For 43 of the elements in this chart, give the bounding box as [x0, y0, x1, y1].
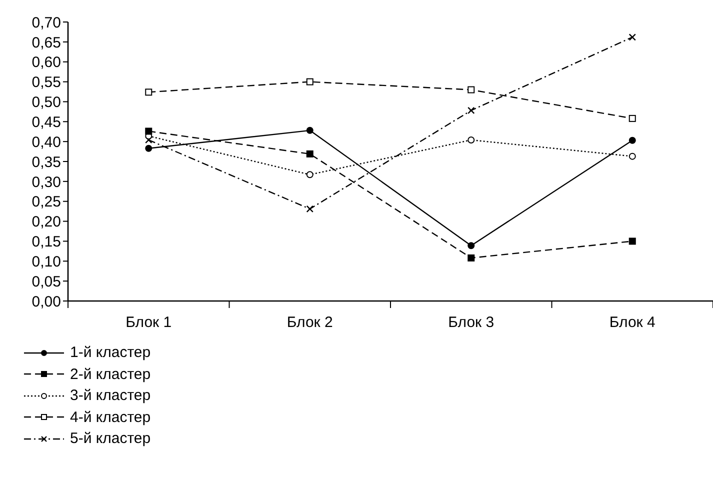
- point: [468, 86, 475, 94]
- legend-label: 1-й кластер: [70, 343, 151, 363]
- x-tick-label: Блок 1: [126, 314, 172, 331]
- legend-label: 2-й кластер: [70, 364, 151, 384]
- point: [306, 150, 314, 158]
- y-tick-label: 0,20: [32, 214, 61, 231]
- point: [628, 238, 636, 245]
- point: [468, 242, 475, 250]
- point: [306, 171, 314, 178]
- point: [468, 106, 475, 114]
- point: [306, 205, 314, 213]
- point: [468, 136, 475, 144]
- legend-label: 4-й кластер: [70, 408, 151, 428]
- y-tick-label: 0,60: [32, 54, 61, 72]
- point: [468, 254, 475, 262]
- point: [628, 114, 636, 122]
- y-tick-label: 0,45: [32, 114, 61, 131]
- point: [306, 126, 314, 134]
- x-tick-label: Блок 2: [286, 314, 333, 331]
- point: [145, 88, 152, 96]
- y-tick-label: 0,55: [32, 74, 61, 92]
- y-tick-label: 0,05: [32, 273, 61, 290]
- y-tick-label: 0,50: [32, 94, 61, 112]
- point: [145, 136, 152, 144]
- x-tick-label: Блок 3: [448, 314, 494, 331]
- y-tick-label: 0,00: [32, 293, 61, 310]
- point: [628, 136, 636, 144]
- y-tick-label: 0,30: [32, 174, 61, 191]
- point: [628, 34, 636, 41]
- legend-label: 5-й кластер: [70, 429, 151, 449]
- y-tick-label: 0,25: [32, 194, 61, 211]
- x-tick-label: Блок 4: [609, 314, 656, 331]
- y-tick-label: 0,70: [32, 14, 61, 32]
- point: [145, 144, 152, 152]
- y-tick-label: 0,10: [32, 253, 61, 270]
- y-tick-label: 0,35: [32, 154, 61, 171]
- point: [306, 78, 314, 86]
- point: [628, 152, 636, 160]
- y-tick-label: 0,65: [32, 34, 61, 52]
- y-tick-label: 0,15: [32, 234, 61, 251]
- point: [145, 128, 152, 135]
- y-tick-label: 0,40: [32, 134, 61, 151]
- legend-label: 3-й кластер: [70, 386, 151, 406]
